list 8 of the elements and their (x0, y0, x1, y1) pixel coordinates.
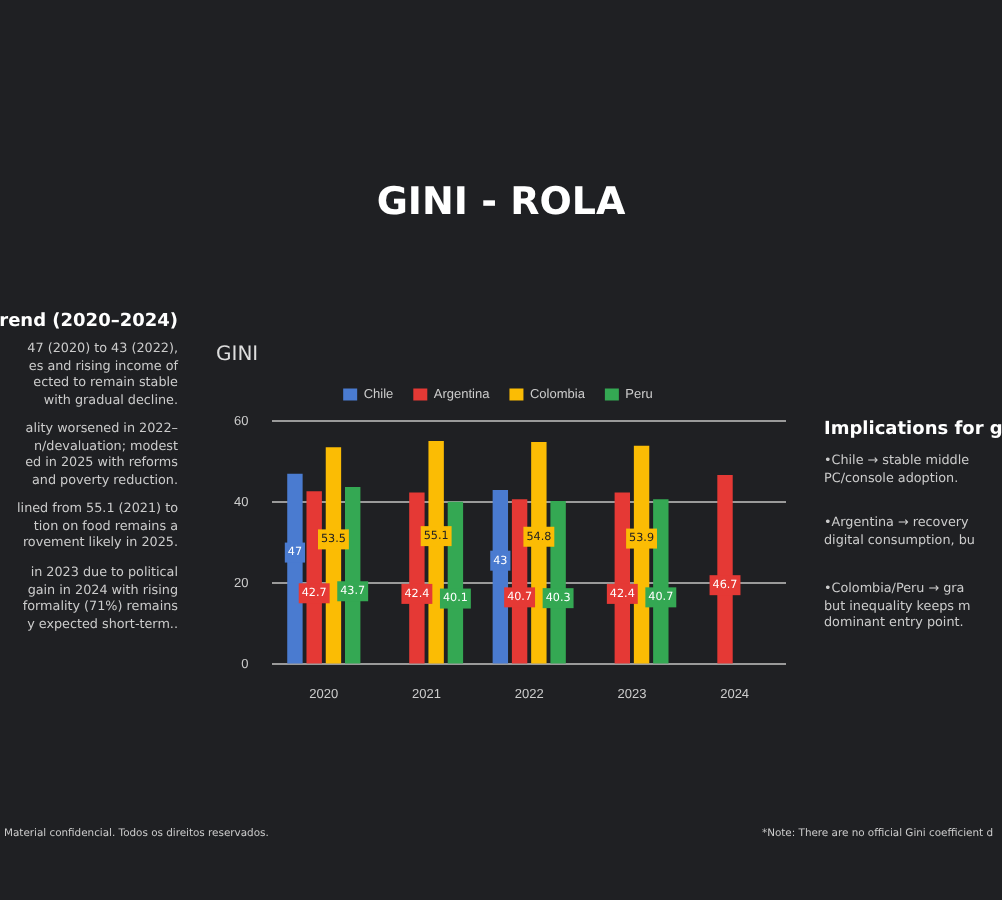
bar (428, 440, 444, 664)
bar (717, 474, 733, 664)
chart-subtitle: GINI (216, 344, 259, 366)
chart-title: GINI - ROLA (374, 180, 628, 224)
text: rend (2020–2024) (0, 312, 178, 332)
text: Implications for g (824, 420, 1002, 440)
bar (531, 442, 547, 664)
bar (287, 473, 303, 664)
